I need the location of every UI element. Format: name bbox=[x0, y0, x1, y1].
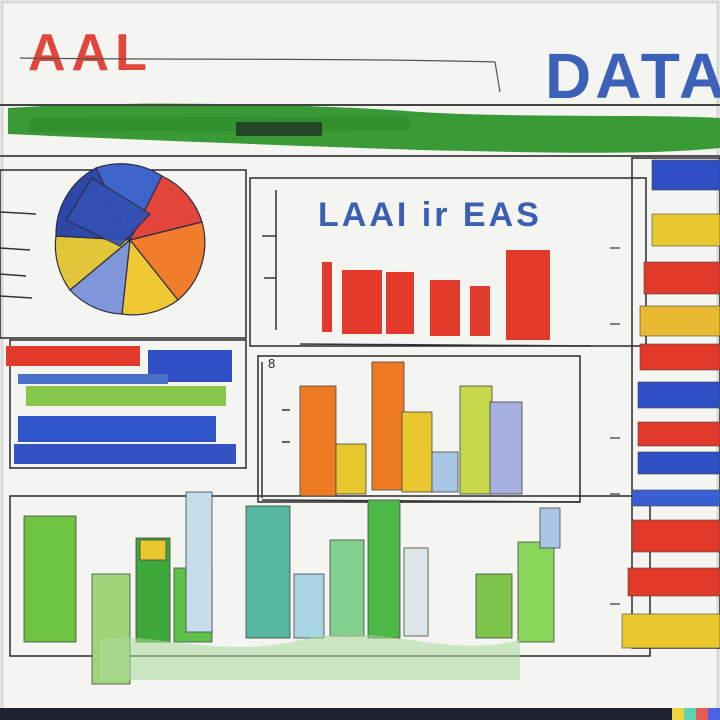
bottom-bar-green bbox=[23, 515, 77, 643]
pie-slice-yellow bbox=[121, 238, 179, 316]
right-bar-blue-2 bbox=[637, 381, 720, 409]
axis-tick-label: 8 bbox=[268, 356, 275, 371]
pie-slice-red-right bbox=[128, 175, 203, 241]
pie-slice-orange bbox=[128, 221, 206, 301]
right-title: DATA bbox=[545, 40, 720, 112]
horizontal-bars-panel-frame bbox=[9, 339, 247, 469]
left-horizontal-bars bbox=[6, 346, 236, 464]
center-axis bbox=[261, 362, 581, 503]
red-bar bbox=[470, 286, 490, 336]
bottom-bar-teal bbox=[245, 505, 291, 639]
right-bar-red bbox=[643, 261, 720, 295]
header-rule-line bbox=[19, 57, 501, 93]
board-bottom-edge bbox=[0, 708, 720, 720]
pie-slice-lightblue bbox=[69, 238, 131, 315]
bottom-bars bbox=[23, 491, 561, 685]
red-bar bbox=[506, 250, 550, 340]
center-bar-sky bbox=[431, 451, 459, 493]
bottom-bar-lightgreen-2 bbox=[517, 541, 555, 643]
right-column-bars bbox=[621, 159, 720, 649]
left-axis-ticks bbox=[0, 211, 37, 299]
right-bar-red-4 bbox=[631, 519, 720, 553]
right-bar-yellow bbox=[651, 213, 720, 247]
right-bar-yellow-2 bbox=[621, 613, 720, 649]
left-title: AAL bbox=[28, 24, 153, 82]
header-bottom-line bbox=[0, 155, 720, 157]
middle-panel-title: LAAI ir EAS bbox=[318, 196, 542, 234]
bottom-bar-sky bbox=[293, 573, 325, 639]
hbar-red bbox=[6, 346, 140, 366]
right-bar-red-5 bbox=[627, 567, 720, 597]
red-bar bbox=[386, 272, 414, 334]
right-bar-blue-4 bbox=[631, 489, 720, 507]
bottom-bar-yellow-cap bbox=[139, 539, 167, 561]
center-bar-orange bbox=[299, 385, 337, 497]
hbar-blue-bottom bbox=[14, 444, 236, 464]
bottom-bar-green-tall bbox=[367, 499, 401, 639]
center-bar-lavender bbox=[489, 401, 523, 495]
center-bar-yellow bbox=[335, 443, 367, 495]
red-bar bbox=[342, 270, 382, 334]
bottom-bar-grey bbox=[403, 547, 429, 637]
hbar-blue-wide bbox=[18, 416, 216, 442]
bottom-bar-sky-cap bbox=[539, 507, 561, 549]
center-bar-orange-tall bbox=[371, 361, 405, 491]
center-bar-yellow-2 bbox=[401, 411, 433, 493]
center-bar-lime bbox=[459, 385, 493, 495]
pie-overlay-blue bbox=[65, 177, 151, 247]
right-bar-blue bbox=[651, 159, 720, 191]
header-dark-mark bbox=[236, 122, 322, 136]
hbar-blue-thin bbox=[18, 374, 168, 384]
bottom-bar-sky-tall bbox=[185, 491, 213, 633]
pie-chart bbox=[54, 163, 206, 316]
header-green-bar-shade bbox=[30, 116, 410, 132]
center-bars-panel-frame bbox=[257, 355, 581, 503]
middle-red-bars bbox=[322, 250, 550, 340]
middle-axis-ticks bbox=[262, 190, 591, 347]
right-column-ticks bbox=[610, 247, 620, 605]
bottom-bar-green-4 bbox=[475, 573, 513, 639]
red-bar bbox=[322, 262, 332, 332]
right-bar-red-3 bbox=[637, 421, 720, 447]
bottom-bar-mint bbox=[329, 539, 365, 637]
red-bar bbox=[430, 280, 460, 336]
hbar-green bbox=[26, 386, 226, 406]
bottom-wash bbox=[100, 634, 520, 680]
right-bar-red-2 bbox=[639, 343, 720, 371]
header-top-line bbox=[0, 104, 720, 106]
right-bar-gold bbox=[639, 305, 720, 337]
color-swatch-strip bbox=[672, 708, 720, 720]
right-bar-blue-3 bbox=[637, 451, 720, 475]
center-bars bbox=[299, 361, 523, 497]
